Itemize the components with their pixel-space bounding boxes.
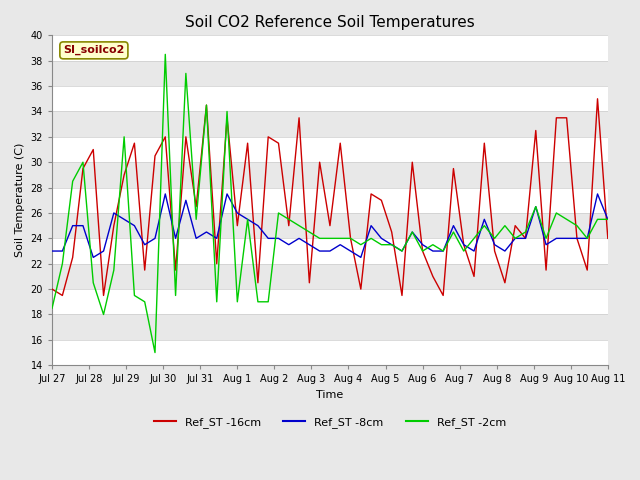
Bar xyxy=(52,340,608,365)
Bar xyxy=(52,137,608,162)
Title: Soil CO2 Reference Soil Temperatures: Soil CO2 Reference Soil Temperatures xyxy=(185,15,475,30)
X-axis label: Time: Time xyxy=(316,390,344,400)
Legend: Ref_ST -16cm, Ref_ST -8cm, Ref_ST -2cm: Ref_ST -16cm, Ref_ST -8cm, Ref_ST -2cm xyxy=(149,412,511,432)
Bar xyxy=(52,111,608,137)
Bar xyxy=(52,314,608,340)
Bar xyxy=(52,239,608,264)
Bar xyxy=(52,162,608,188)
Bar xyxy=(52,289,608,314)
Bar xyxy=(52,213,608,239)
Y-axis label: Soil Temperature (C): Soil Temperature (C) xyxy=(15,143,25,257)
Text: SI_soilco2: SI_soilco2 xyxy=(63,45,125,56)
Bar xyxy=(52,60,608,86)
Bar xyxy=(52,264,608,289)
Bar xyxy=(52,86,608,111)
Bar xyxy=(52,36,608,60)
Bar xyxy=(52,188,608,213)
